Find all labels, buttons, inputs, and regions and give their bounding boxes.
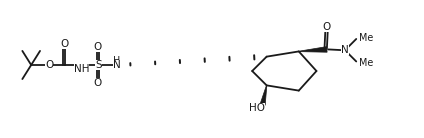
Text: HO: HO (248, 103, 265, 113)
Text: S: S (95, 60, 102, 70)
Text: H: H (113, 56, 120, 66)
Text: O: O (94, 78, 102, 88)
Text: NH: NH (74, 64, 89, 74)
Text: O: O (45, 60, 53, 70)
Polygon shape (260, 85, 267, 105)
Text: Me: Me (359, 33, 373, 43)
Text: N: N (113, 60, 121, 70)
Text: O: O (94, 42, 102, 52)
Text: N: N (341, 45, 349, 55)
Polygon shape (299, 47, 327, 52)
Text: O: O (322, 22, 331, 32)
Text: O: O (60, 39, 68, 50)
Text: Me: Me (359, 58, 373, 68)
